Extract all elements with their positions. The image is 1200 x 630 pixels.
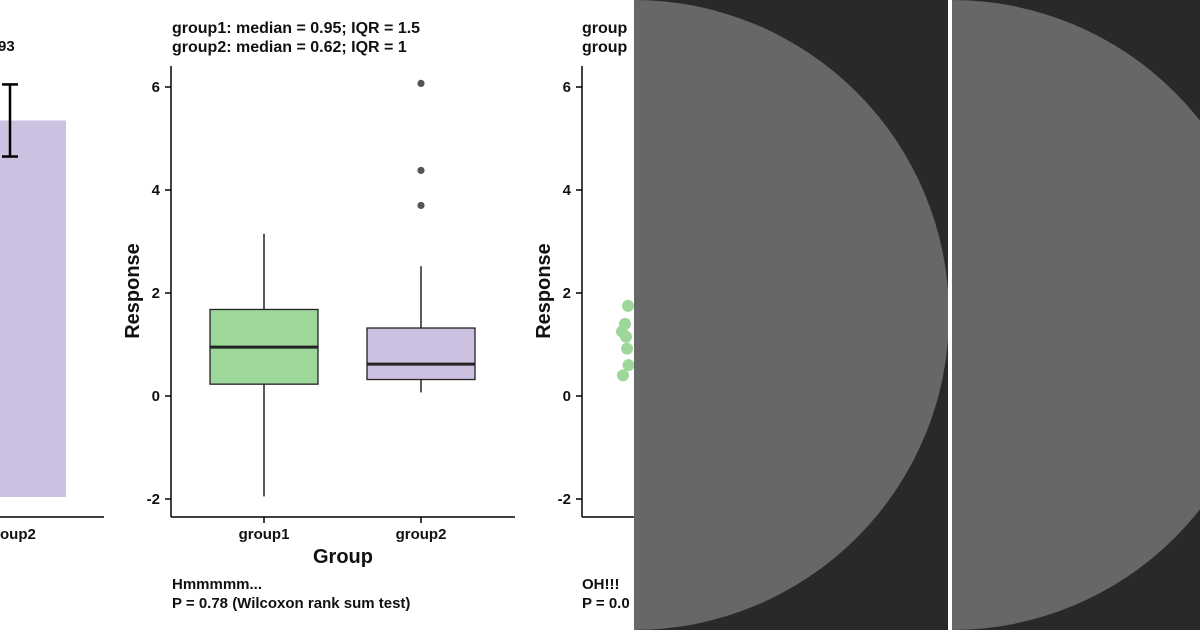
right-y-axis-label: Response xyxy=(533,243,555,339)
scatter-point-group1 xyxy=(621,342,633,355)
scatter-point-group1 xyxy=(620,330,632,343)
x-tick-label-group2: group2 xyxy=(396,526,447,543)
outlier-point xyxy=(417,79,425,87)
right-y-tick-label: 6 xyxy=(563,79,571,96)
y-axis-ticks: 6 4 2 0 -2 xyxy=(147,79,171,508)
right-y-tick-label: -2 xyxy=(558,491,571,508)
right-caption-line-1: OH!!! xyxy=(582,576,620,593)
right-panel-title-line-2: group xyxy=(582,39,628,56)
box-group2 xyxy=(366,79,476,393)
right-panel: group group 6 4 2 0 -2 Response OH!!! P = 0.… xyxy=(533,20,640,612)
right-y-tick-label: 0 xyxy=(563,388,571,405)
y-tick-label: -2 xyxy=(147,491,160,508)
right-y-tick-label: 2 xyxy=(563,285,571,302)
scatter-point-group1 xyxy=(622,359,635,372)
box-series xyxy=(209,79,476,497)
x-axis-ticks: group1 group2 xyxy=(239,517,447,543)
caption-line-2: P = 0.78 (Wilcoxon rank sum test) xyxy=(172,595,410,612)
y-tick-label: 6 xyxy=(152,79,160,96)
scatter-point-group1 xyxy=(622,299,634,312)
chart-title-line-1: group1: median = 0.95; IQR = 1.5 xyxy=(172,20,420,37)
overlay-divider xyxy=(948,0,952,630)
right-y-tick-label: 4 xyxy=(563,182,572,199)
y-axis-label: Response xyxy=(122,243,144,339)
chart-title-line-2: group2: median = 0.62; IQR = 1 xyxy=(172,39,407,56)
y-tick-label: 0 xyxy=(152,388,160,405)
scatter-point-group1 xyxy=(617,369,629,382)
dark-overlay xyxy=(634,0,1200,630)
y-tick-label: 2 xyxy=(152,285,160,302)
outlier-point xyxy=(417,166,425,175)
x-tick-label-group1: group1 xyxy=(239,526,290,543)
right-y-axis-ticks: 6 4 2 0 -2 xyxy=(558,79,582,508)
scatter-series-group1 xyxy=(616,299,635,382)
box-group1 xyxy=(209,233,319,497)
box-plot-panel: group1: median = 0.95; IQR = 1.5 group2:… xyxy=(122,20,515,612)
left-x-tick-label-group2: oup2 xyxy=(0,526,36,543)
bar-group2 xyxy=(0,120,66,497)
left-panel-title-fragment: 93 xyxy=(0,38,15,55)
y-tick-label: 4 xyxy=(152,182,161,199)
x-axis-label: Group xyxy=(313,546,373,568)
box-iqr xyxy=(366,327,476,381)
right-panel-title-line-1: group xyxy=(582,20,628,37)
outlier-point xyxy=(417,201,425,210)
error-bar-group2 xyxy=(2,83,18,158)
left-panel: 93 oup2 xyxy=(0,38,104,543)
overlay-half-circle-left xyxy=(634,0,949,630)
right-caption-line-2: P = 0.0 xyxy=(582,595,630,612)
caption-line-1: Hmmmmm... xyxy=(172,576,262,593)
overlay-half-circle-right xyxy=(952,0,1200,630)
